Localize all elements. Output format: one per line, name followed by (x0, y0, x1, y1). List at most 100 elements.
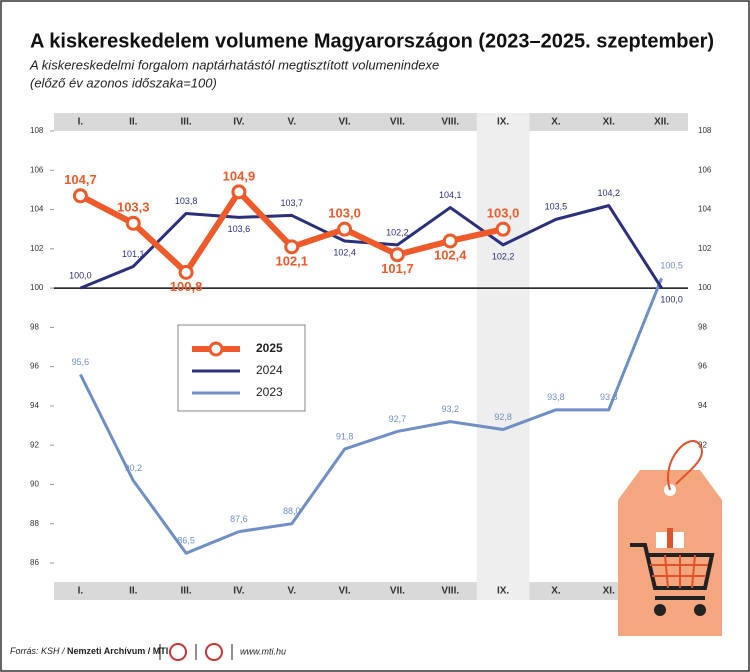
data-label: 93,8 (547, 392, 565, 402)
data-label: 91,8 (336, 431, 354, 441)
data-label: 92,7 (389, 414, 407, 424)
x-tick-label: VII. (390, 117, 405, 128)
legend-label: 2024 (256, 363, 283, 377)
highlight-column (476, 113, 530, 600)
data-label: 87,6 (230, 514, 248, 524)
data-label: 100,0 (660, 294, 683, 304)
legend-label: 2025 (256, 341, 283, 355)
y-tick-label: 104 (698, 205, 712, 214)
x-tick-label: IX. (497, 117, 509, 128)
data-label: 103,3 (117, 200, 150, 215)
legend-swatch (208, 341, 224, 357)
y-tick-label: 102 (30, 244, 44, 253)
data-label: 100,5 (660, 261, 683, 271)
x-tick-label: III. (181, 586, 192, 597)
data-label: 103,6 (228, 224, 251, 234)
data-label: 90,2 (124, 463, 142, 473)
data-label: 100,8 (170, 279, 203, 294)
data-label: 103,0 (487, 206, 520, 221)
data-label: 93,8 (600, 392, 618, 402)
x-tick-label: VI. (338, 586, 350, 597)
data-label: 103,7 (280, 198, 303, 208)
data-label: 92,8 (494, 412, 512, 422)
x-tick-label: IX. (497, 586, 509, 597)
y-tick-label: 100 (698, 283, 712, 292)
data-label: 103,5 (545, 202, 568, 212)
point (284, 239, 300, 255)
data-label: 104,9 (223, 168, 256, 183)
x-tick-label: II. (129, 117, 138, 128)
data-label: 101,1 (122, 249, 145, 259)
x-tick-label: IV. (233, 586, 245, 597)
month-band (54, 113, 688, 131)
point (495, 221, 511, 237)
x-tick-label: XI. (603, 117, 615, 128)
y-tick-label: 108 (30, 126, 44, 135)
data-label: 95,6 (72, 357, 90, 367)
point (442, 233, 458, 249)
chart-title: A kiskereskedelem volumene Magyarországo… (30, 30, 714, 52)
y-tick-label: 94 (698, 401, 707, 410)
data-label: 88,0 (283, 506, 301, 516)
data-label: 104,1 (439, 190, 462, 200)
x-tick-label: VIII. (441, 117, 459, 128)
legend-label: 2023 (256, 385, 283, 399)
y-tick-label: 98 (30, 322, 39, 331)
x-tick-label: IV. (233, 117, 245, 128)
point (231, 184, 247, 200)
x-tick-label: X. (551, 586, 561, 597)
x-tick-label: II. (129, 586, 138, 597)
y-tick-label: 94 (30, 401, 39, 410)
month-band (54, 582, 688, 600)
x-tick-label: XI. (603, 586, 615, 597)
subtitle: (előző év azonos időszaka=100) (30, 75, 217, 90)
point (72, 188, 88, 204)
data-label: 101,7 (381, 261, 414, 276)
y-tick-label: 96 (698, 362, 707, 371)
x-tick-label: XII. (654, 117, 669, 128)
point (389, 247, 405, 263)
data-label: 93,2 (441, 404, 459, 414)
y-tick-label: 88 (30, 519, 39, 528)
data-label: 86,5 (177, 536, 195, 546)
source: Forrás: KSH / Nemzeti Archívum / MTI (10, 646, 168, 656)
y-tick-label: 102 (698, 244, 712, 253)
data-label: 104,7 (64, 172, 97, 187)
x-tick-label: V. (287, 117, 296, 128)
point (178, 264, 194, 280)
x-tick-label: I. (78, 117, 84, 128)
y-tick-label: 98 (698, 322, 707, 331)
data-label: 102,2 (492, 251, 515, 261)
x-tick-label: I. (78, 586, 84, 597)
website: www.mti.hu (240, 646, 286, 656)
y-tick-label: 108 (698, 126, 712, 135)
data-label: 102,4 (333, 247, 356, 257)
x-tick-label: X. (551, 117, 561, 128)
x-tick-label: VII. (390, 586, 405, 597)
logos (159, 643, 233, 661)
x-tick-label: III. (181, 117, 192, 128)
subtitle: A kiskereskedelmi forgalom naptárhatástó… (29, 57, 439, 72)
y-tick-label: 92 (30, 440, 39, 449)
legend (177, 324, 306, 412)
y-tick-label: 92 (698, 440, 707, 449)
y-tick-label: 106 (30, 165, 44, 174)
x-tick-label: VI. (338, 117, 350, 128)
x-tick-label: VIII. (441, 586, 459, 597)
data-label: 100,0 (69, 270, 92, 280)
y-tick-label: 106 (698, 165, 712, 174)
y-tick-label: 90 (30, 480, 39, 489)
data-label: 102,4 (434, 247, 467, 262)
data-label: 104,2 (597, 188, 620, 198)
y-tick-label: 100 (30, 283, 44, 292)
y-tick-label: 86 (30, 558, 39, 567)
data-label: 102,2 (386, 227, 409, 237)
series-line (79, 277, 663, 555)
x-tick-label: V. (287, 586, 296, 597)
y-tick-label: 104 (30, 205, 44, 214)
tag-illustration (618, 440, 722, 636)
data-label: 103,8 (175, 196, 198, 206)
point (125, 215, 141, 231)
data-label: 102,1 (275, 253, 308, 268)
